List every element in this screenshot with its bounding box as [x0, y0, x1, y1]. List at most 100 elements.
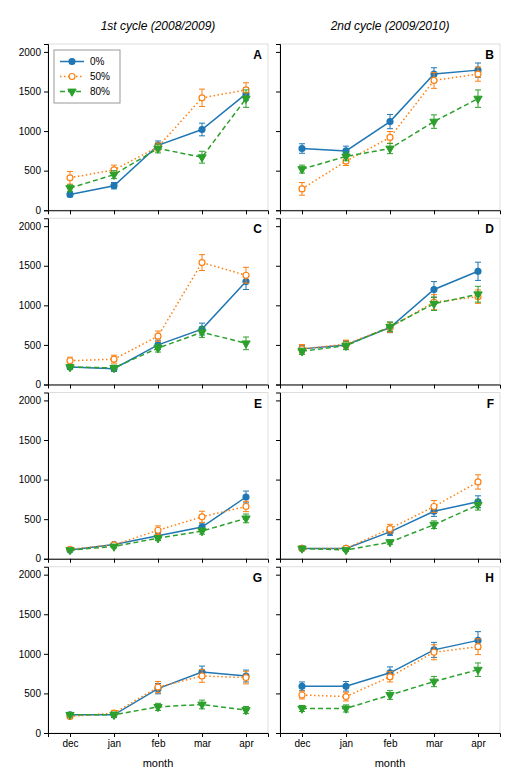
panel: 0500100015002000E [19, 393, 269, 565]
point [110, 712, 118, 719]
y-tick-label: 0 [35, 553, 41, 564]
error-bar [199, 89, 205, 106]
x-tick-label: apr [239, 738, 254, 749]
x-tick [158, 559, 159, 563]
series [299, 632, 481, 691]
error-bar [387, 672, 393, 682]
point [67, 175, 73, 181]
point [475, 644, 481, 650]
y-tick: 0 [35, 205, 48, 216]
legend-label: 50% [90, 71, 110, 82]
point [474, 667, 482, 674]
x-axis [49, 559, 269, 563]
point [430, 301, 438, 308]
y-tick-mark [44, 733, 48, 734]
y-tick [276, 385, 280, 386]
series-line [70, 672, 246, 715]
y-axis: 0500100015002000 [19, 567, 49, 738]
y-tick [276, 519, 280, 520]
plot-frame [48, 218, 268, 384]
point [154, 704, 162, 711]
axis-domain [276, 45, 281, 211]
y-tick [276, 400, 280, 401]
plot-area [298, 632, 482, 714]
x-tick-mark [202, 210, 203, 214]
x-tick-mark [202, 733, 203, 737]
legend-entry: 50% [60, 71, 110, 82]
series [66, 90, 250, 193]
point [386, 693, 394, 700]
panel-label: H [485, 571, 494, 585]
error-bar [67, 171, 73, 184]
y-tick-mark [276, 171, 280, 172]
x-axis [281, 210, 501, 214]
series [299, 67, 481, 195]
point [343, 694, 349, 700]
y-tick-mark [276, 693, 280, 694]
plot-area [298, 262, 482, 356]
x-tick-mark [246, 733, 247, 737]
x-tick-label: feb [152, 738, 166, 749]
series [67, 274, 249, 372]
y-axis: 0500100015002000 [19, 219, 49, 390]
error-bar [475, 639, 481, 655]
x-tick-mark [478, 733, 479, 737]
x-tick-mark [434, 385, 435, 389]
point [199, 127, 205, 133]
legend-entry: 80% [60, 86, 110, 97]
point [342, 548, 350, 555]
series [67, 666, 249, 718]
x-tick [202, 210, 203, 214]
panel-label: G [253, 571, 262, 585]
plot-frame [280, 567, 500, 733]
axis-domain [49, 385, 269, 389]
x-tick: mar [194, 733, 212, 749]
series-line [70, 497, 246, 550]
y-tick [276, 345, 280, 346]
plot-frame [280, 44, 500, 210]
series [299, 475, 481, 552]
y-tick: 500 [24, 514, 48, 525]
error-bar [111, 355, 117, 363]
point [243, 272, 249, 278]
x-tick [246, 559, 247, 563]
x-tick [158, 210, 159, 214]
y-tick [276, 266, 280, 267]
y-tick-mark [276, 92, 280, 93]
x-tick-mark [158, 733, 159, 737]
y-axis: 0500100015002000 [19, 393, 49, 564]
y-tick-mark [276, 519, 280, 520]
series [66, 514, 250, 555]
x-axis: decjanfebmarapr [281, 733, 501, 749]
point [67, 358, 73, 364]
x-tick-label: dec [62, 738, 78, 749]
series [67, 255, 249, 365]
y-tick-label: 2000 [19, 569, 42, 580]
point [387, 119, 393, 125]
legend-marker [69, 74, 75, 80]
point [343, 683, 349, 689]
y-tick [276, 480, 280, 481]
error-bar [155, 331, 161, 341]
point [66, 365, 74, 372]
point [474, 96, 482, 103]
panel: B2nd cycle (2009/2010) [276, 19, 501, 214]
y-tick-mark [276, 440, 280, 441]
y-tick [276, 575, 280, 576]
y-tick-mark [44, 266, 48, 267]
plot-frame [280, 393, 500, 559]
point [199, 260, 205, 266]
point [111, 183, 117, 189]
x-tick-label: dec [294, 738, 310, 749]
error-bar [199, 670, 205, 683]
panel: F [276, 393, 501, 563]
point [431, 504, 437, 510]
axis-domain [281, 559, 501, 563]
x-tick-mark [114, 559, 115, 563]
y-tick-mark [44, 131, 48, 132]
series-line [302, 70, 478, 151]
series-line [302, 482, 478, 549]
x-tick-label: feb [384, 738, 398, 749]
point [111, 356, 117, 362]
series-line [70, 263, 246, 361]
